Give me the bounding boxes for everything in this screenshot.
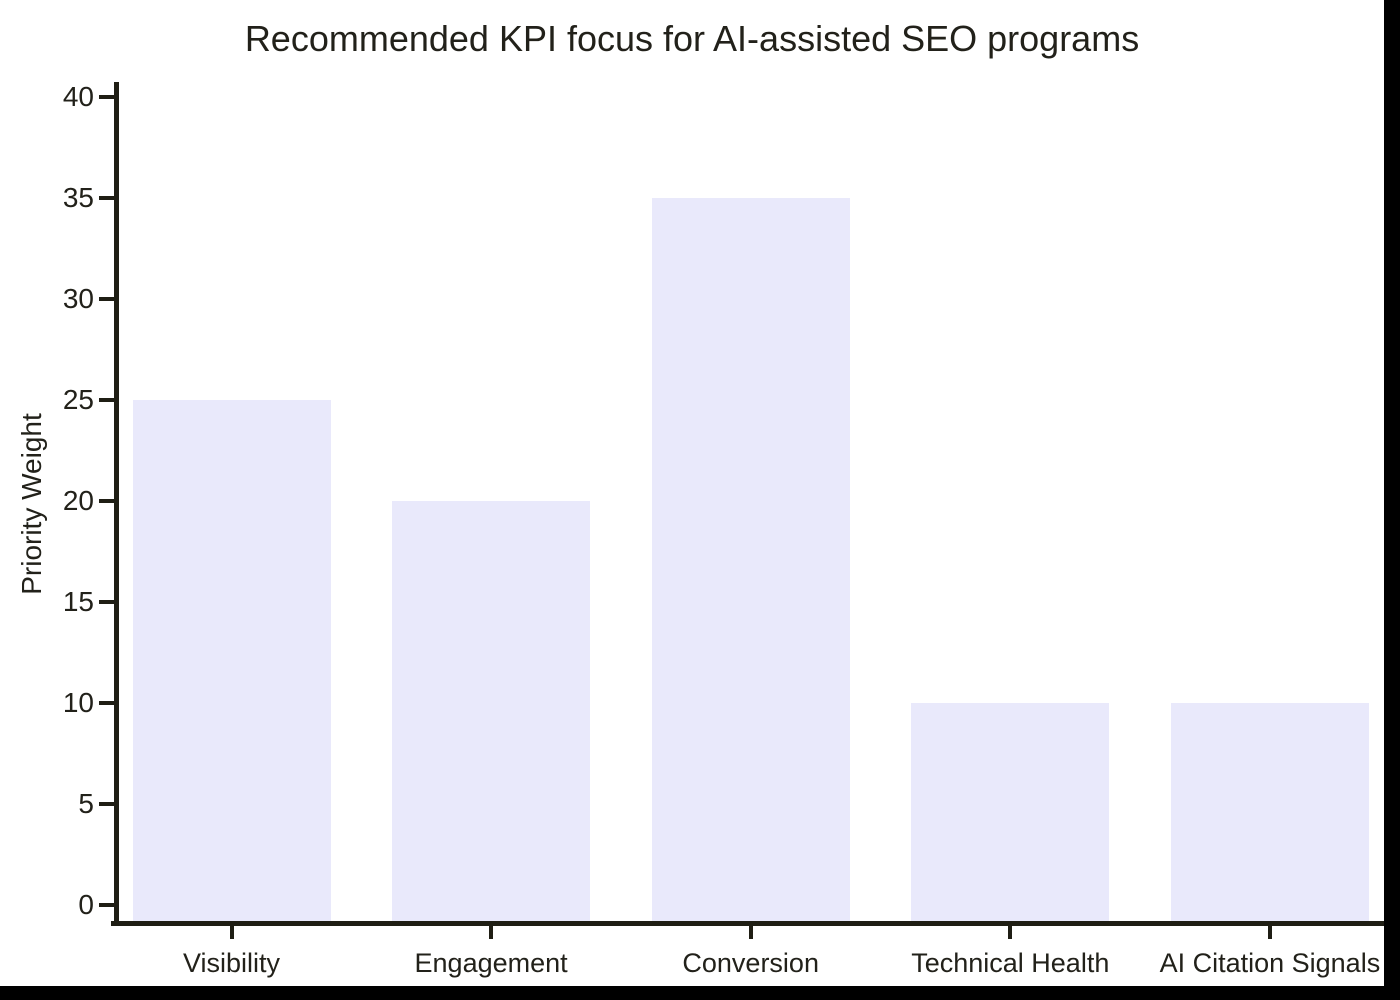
y-tick-label: 30 xyxy=(62,283,94,314)
chart-canvas: Recommended KPI focus for AI-assisted SE… xyxy=(0,0,1384,986)
y-tick-mark xyxy=(99,499,114,503)
y-tick-mark xyxy=(99,802,114,806)
chart-title: Recommended KPI focus for AI-assisted SE… xyxy=(244,18,1140,59)
y-tick-mark xyxy=(99,903,114,907)
x-axis-spine xyxy=(111,921,1384,926)
y-tick-label: 0 xyxy=(78,889,94,920)
y-tick-mark xyxy=(99,398,114,402)
y-tick-label: 10 xyxy=(62,687,94,718)
bar-conversion xyxy=(651,198,850,921)
y-tick-mark xyxy=(99,95,114,99)
x-tick-label-ai-citation-signals: AI Citation Signals xyxy=(1159,948,1381,978)
y-axis-spine xyxy=(114,82,119,926)
y-tick-label: 35 xyxy=(62,182,94,213)
x-tick-label-visibility: Visibility xyxy=(182,948,281,978)
x-tick-mark xyxy=(489,926,494,939)
y-tick-label: 40 xyxy=(62,81,94,112)
x-tick-mark xyxy=(748,926,753,939)
bar-ai-citation-signals xyxy=(1170,703,1369,921)
y-tick-mark xyxy=(99,196,114,200)
y-tick-mark xyxy=(99,701,114,705)
x-tick-label-conversion: Conversion xyxy=(682,948,819,978)
y-tick-mark xyxy=(99,297,114,301)
bar-visibility xyxy=(132,400,331,921)
y-tick-label: 25 xyxy=(62,384,94,415)
x-tick-label-technical-health: Technical Health xyxy=(911,948,1110,978)
x-tick-mark xyxy=(229,926,234,939)
x-tick-mark xyxy=(1267,926,1272,939)
y-tick-label: 5 xyxy=(78,788,94,819)
x-tick-mark xyxy=(1008,926,1013,939)
bar-technical-health xyxy=(911,703,1110,921)
y-tick-label: 15 xyxy=(62,586,94,617)
x-tick-label-engagement: Engagement xyxy=(414,948,568,978)
y-tick-label: 20 xyxy=(62,485,94,516)
y-tick-mark xyxy=(99,600,114,604)
bar-engagement xyxy=(392,501,591,921)
